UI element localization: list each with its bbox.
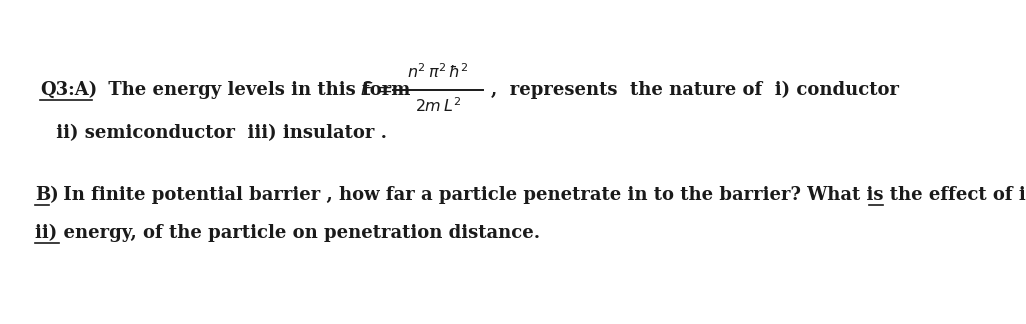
- Text: $2m\,L^2$: $2m\,L^2$: [415, 98, 461, 116]
- Text: Q3:A): Q3:A): [40, 81, 97, 99]
- Text: The energy levels in this form: The energy levels in this form: [102, 81, 423, 99]
- Text: B): B): [35, 186, 58, 204]
- Text: ii) energy, of the particle on penetration distance.: ii) energy, of the particle on penetrati…: [35, 224, 540, 242]
- Text: In finite potential barrier , how far a particle penetrate in to the barrier? Wh: In finite potential barrier , how far a …: [57, 186, 1026, 204]
- Text: $E\,{=}$: $E\,{=}$: [360, 81, 393, 99]
- Text: ,  represents  the nature of  i) conductor: , represents the nature of i) conductor: [491, 81, 899, 99]
- Text: ii) semiconductor  iii) insulator .: ii) semiconductor iii) insulator .: [50, 124, 387, 142]
- Text: $n^2\,\pi^2\,\hbar^2$: $n^2\,\pi^2\,\hbar^2$: [407, 64, 469, 82]
